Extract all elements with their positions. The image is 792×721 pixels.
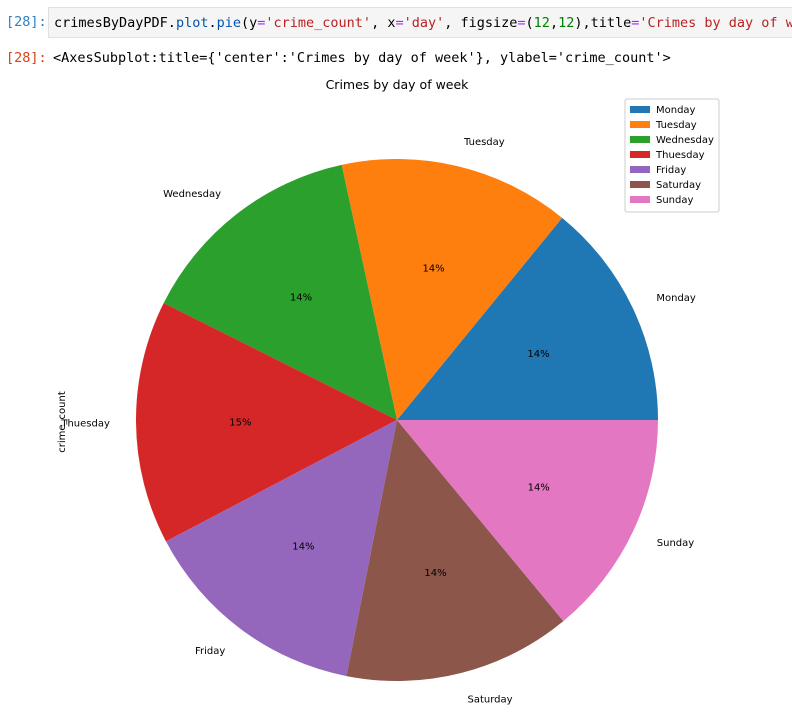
input-prompt: [28]:	[6, 14, 47, 30]
legend-swatch	[630, 181, 650, 188]
pie-day-label: Sunday	[657, 538, 694, 549]
code-token: 12	[533, 15, 550, 31]
code-token: .	[208, 15, 217, 31]
code-token: =	[631, 15, 640, 31]
legend-entry: Friday	[656, 165, 686, 176]
legend-swatch	[630, 136, 650, 143]
pie-slice-saturday	[346, 420, 564, 681]
code-token: 'day'	[403, 15, 445, 31]
code-token: =	[395, 15, 404, 31]
code-editor[interactable]: crimesByDayPDF.plot.pie(y='crime_count',…	[48, 7, 792, 38]
code-token: 'Crimes by day of week	[639, 15, 792, 31]
pie-day-label: Wednesday	[163, 189, 221, 200]
pie-day-label: Monday	[656, 293, 696, 304]
code-token: crimesByDayPDF	[54, 15, 168, 31]
legend-entry: Saturday	[656, 180, 701, 191]
pie-pct-label: 14%	[292, 542, 314, 553]
chart-title: Crimes by day of week	[326, 77, 470, 92]
pie-pct-label: 14%	[422, 264, 444, 275]
code-token: .	[167, 15, 176, 31]
pie-slice-sunday	[397, 420, 658, 622]
legend-swatch	[630, 196, 650, 203]
legend-swatch	[630, 151, 650, 158]
code-token: =	[517, 15, 526, 31]
output-prompt: [28]:	[6, 50, 47, 66]
legend-swatch	[630, 166, 650, 173]
code-token: ),title	[574, 15, 632, 31]
y-axis-label: crime_count	[57, 391, 68, 453]
pie-slice-wednesday	[163, 164, 397, 420]
input-cell[interactable]: [28]: crimesByDayPDF.plot.pie(y='crime_c…	[0, 0, 792, 48]
legend-entry: Sunday	[656, 195, 693, 206]
code-token: , x	[371, 15, 396, 31]
code-token: pie	[216, 15, 241, 31]
output-text: <AxesSubplot:title={'center':'Crimes by …	[53, 50, 671, 66]
pie-pct-label: 14%	[290, 292, 312, 303]
legend-entry: Monday	[656, 105, 696, 116]
legend-swatch	[630, 121, 650, 128]
pie-pct-label: 14%	[424, 568, 446, 579]
code-token: 'crime_count'	[265, 15, 372, 31]
legend-entry: Thuesday	[655, 150, 705, 161]
code-token: (y	[240, 15, 258, 31]
pie-pct-label: 14%	[528, 483, 550, 494]
legend: Monday Tuesday Wednesday Thuesday Friday Satu…	[624, 98, 720, 213]
pie-slice-tuesday	[341, 159, 563, 420]
pie-day-label: Thuesday	[60, 419, 110, 430]
legend-entry: Wednesday	[656, 135, 714, 146]
code-line: crimesByDayPDF.plot.pie(y='crime_count',…	[54, 15, 792, 31]
code-token: , figsize	[444, 15, 518, 31]
pie-slice-thuesday	[135, 302, 397, 542]
code-token: (	[525, 15, 534, 31]
legend-swatch	[630, 106, 650, 113]
code-token: =	[257, 15, 266, 31]
pie-slice-friday	[165, 420, 397, 677]
pie-labels: 14% Monday 14% Tuesday 14% Wednesday 15% Thuesd…	[60, 137, 696, 705]
legend-entry: Tuesday	[655, 120, 697, 131]
pie-slices	[135, 159, 658, 681]
pie-day-label: Saturday	[468, 694, 513, 705]
pie-pct-label: 15%	[229, 417, 251, 428]
code-token: ,	[549, 15, 559, 31]
pie-day-label: Friday	[195, 646, 225, 657]
pie-slice-monday	[397, 217, 658, 420]
pie-day-label: Tuesday	[463, 137, 505, 148]
code-token: 12	[558, 15, 575, 31]
code-token: plot	[175, 15, 209, 31]
pie-pct-label: 14%	[527, 349, 549, 360]
